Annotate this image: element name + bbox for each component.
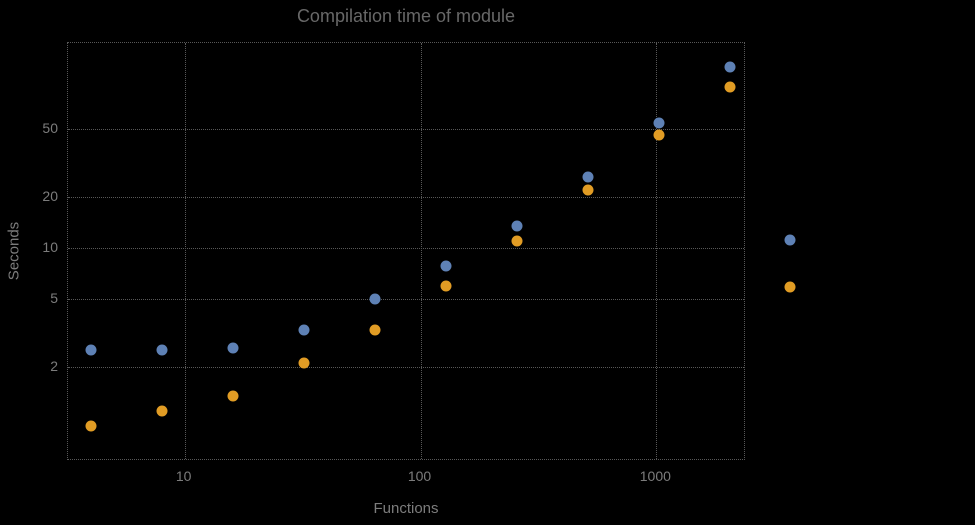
data-point-series-1 xyxy=(85,344,97,356)
data-point-series-1 xyxy=(582,171,594,183)
plot-area xyxy=(67,42,745,460)
gridline-y-2 xyxy=(68,366,744,368)
data-point-series-1 xyxy=(724,61,736,73)
gridline-x-100 xyxy=(420,43,422,459)
data-point-series-1 xyxy=(369,293,381,305)
y-tick-label: 20 xyxy=(42,187,58,204)
data-point-series-2 xyxy=(156,405,168,417)
y-tick-label: 2 xyxy=(50,357,58,374)
data-point-series-1 xyxy=(156,344,168,356)
data-point-series-2 xyxy=(653,129,665,141)
data-point-series-2 xyxy=(85,420,97,432)
y-tick-label: 5 xyxy=(50,290,58,307)
gridline-y-10 xyxy=(68,247,744,249)
data-point-series-2 xyxy=(440,280,452,292)
y-axis-label: Seconds xyxy=(5,221,23,281)
x-tick-label: 10 xyxy=(175,468,192,484)
y-tick-label: 10 xyxy=(42,238,58,255)
y-tick-label: 50 xyxy=(42,119,58,136)
data-point-series-2 xyxy=(511,235,523,247)
data-point-series-2 xyxy=(724,81,736,93)
x-tick-label: 100 xyxy=(407,468,432,484)
x-axis-label: Functions xyxy=(373,500,439,517)
gridline-y-20 xyxy=(68,196,744,198)
gridline-y-5 xyxy=(68,299,744,301)
gridline-y-50 xyxy=(68,128,744,130)
data-point-series-2 xyxy=(582,184,594,196)
data-point-series-2 xyxy=(298,357,310,369)
data-point-series-1 xyxy=(298,324,310,336)
data-point-series-1 xyxy=(511,220,523,232)
chart-title: Compilation time of module xyxy=(296,6,516,26)
data-point-series-2 xyxy=(227,390,239,402)
data-point-series-1 xyxy=(653,117,665,129)
gridline-x-1000 xyxy=(656,43,658,459)
gridline-x-10 xyxy=(184,43,186,459)
data-point-series-1 xyxy=(227,342,239,353)
x-tick-label: 1000 xyxy=(639,468,671,484)
legend-marker-2 xyxy=(784,281,796,293)
data-point-series-2 xyxy=(369,324,381,336)
legend-marker-1 xyxy=(784,234,796,246)
data-point-series-1 xyxy=(440,260,452,272)
